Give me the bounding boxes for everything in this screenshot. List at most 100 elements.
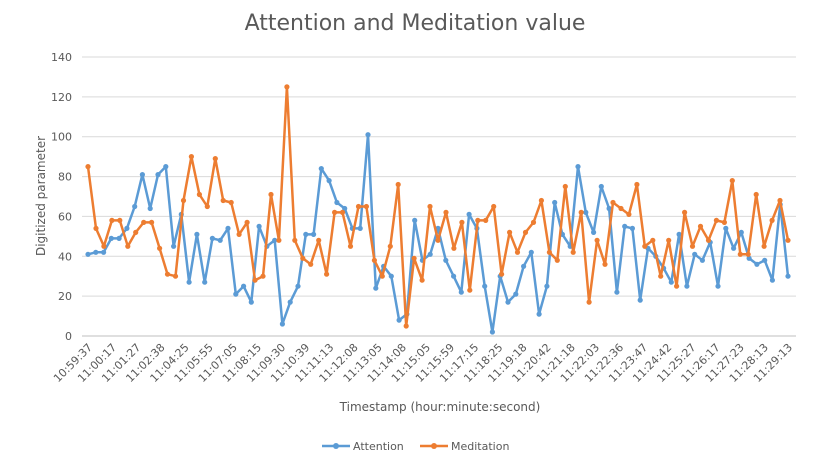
meditation-point	[435, 237, 441, 243]
meditation-point	[674, 283, 680, 289]
meditation-point	[514, 249, 521, 255]
meditation-point	[491, 203, 497, 210]
attention-point	[629, 225, 636, 231]
meditation-point	[459, 219, 465, 225]
attention-point	[552, 199, 558, 206]
attention-point	[606, 205, 612, 212]
y-axis-title: Digitized parameter	[34, 136, 48, 256]
meditation-point	[721, 219, 728, 225]
meditation-point	[347, 243, 354, 249]
meditation-point	[395, 181, 401, 188]
attention-point	[575, 164, 581, 170]
legend-marker	[333, 443, 339, 449]
meditation-point	[363, 203, 369, 210]
meditation-point	[745, 251, 751, 257]
meditation-point	[777, 197, 783, 204]
meditation-point	[332, 209, 338, 215]
legend: Attention Meditation	[322, 440, 509, 453]
meditation-point	[212, 156, 218, 162]
attention-point	[303, 231, 309, 237]
meditation-point	[467, 287, 473, 293]
meditation-point	[324, 271, 330, 277]
attention-point	[93, 249, 99, 255]
attention-point	[388, 273, 394, 279]
legend-label: Meditation	[451, 440, 509, 453]
meditation-point	[244, 219, 250, 225]
attention-point	[521, 263, 527, 269]
attention-point	[194, 231, 200, 237]
meditation-point	[419, 277, 425, 283]
meditation-point	[149, 219, 155, 225]
attention-point	[536, 311, 542, 317]
attention-point	[334, 199, 340, 206]
attention-point	[443, 257, 449, 263]
attention-point	[528, 249, 534, 255]
attention-point	[676, 231, 682, 237]
meditation-point	[371, 257, 377, 263]
meditation-point	[308, 261, 314, 267]
meditation-point	[157, 245, 163, 251]
attention-point	[295, 283, 301, 289]
meditation-point	[538, 197, 545, 204]
x-axis-ticks: 10:59:3711:00:1711:01:2711:02:3811:04:25…	[51, 341, 795, 385]
attention-point	[365, 132, 371, 138]
attention-point	[489, 329, 495, 335]
attention-point	[785, 273, 791, 279]
meditation-point	[188, 154, 194, 160]
meditation-point	[164, 271, 171, 277]
attention-point	[209, 235, 215, 241]
meditation-point	[626, 211, 632, 217]
meditation-point	[586, 299, 592, 305]
meditation-point	[530, 219, 537, 225]
attention-point	[217, 237, 223, 243]
attention-point	[715, 283, 721, 289]
meditation-point	[204, 203, 210, 210]
series-layer	[85, 84, 791, 335]
attention-point	[668, 279, 674, 285]
meditation-point	[554, 257, 560, 263]
meditation-point	[276, 237, 282, 243]
attention-point	[311, 231, 317, 237]
y-tick-label: 0	[65, 330, 72, 343]
y-axis-ticks: 0 20 40 60 80 100 120 140	[51, 51, 72, 343]
attention-point	[738, 229, 744, 235]
attention-point	[482, 283, 488, 289]
attention-point	[723, 225, 729, 231]
attention-point	[272, 237, 278, 243]
meditation-series	[85, 84, 791, 329]
attention-point	[116, 235, 122, 241]
meditation-point	[769, 217, 775, 223]
meditation-point	[705, 237, 712, 243]
attention-point	[692, 251, 698, 257]
meditation-point	[125, 243, 131, 249]
attention-point	[139, 172, 145, 178]
attention-point	[762, 257, 768, 263]
attention-point	[202, 279, 208, 285]
meditation-point	[172, 273, 179, 279]
meditation-point	[475, 217, 481, 223]
meditation-point	[316, 237, 322, 243]
legend-item-meditation: Meditation	[420, 440, 509, 453]
attention-point	[458, 289, 464, 295]
attention-point	[171, 243, 177, 249]
meditation-point	[180, 197, 187, 204]
y-tick-label: 140	[51, 51, 72, 64]
attention-point	[318, 166, 324, 172]
meditation-point	[594, 237, 600, 243]
attention-point	[279, 321, 285, 327]
y-tick-label: 80	[58, 171, 72, 184]
meditation-point	[101, 243, 107, 249]
attention-point	[614, 289, 620, 295]
x-axis-title: Timestamp (hour:minute:second)	[339, 400, 541, 414]
meditation-point	[634, 181, 640, 188]
attention-point	[256, 223, 262, 229]
chart-title: Attention and Meditation value	[245, 11, 586, 36]
meditation-point	[546, 249, 553, 255]
attention-point	[85, 251, 91, 257]
y-tick-label: 60	[58, 210, 72, 223]
attention-point	[108, 235, 114, 241]
legend-marker	[431, 443, 437, 449]
meditation-point	[507, 229, 513, 235]
attention-point	[583, 209, 589, 215]
meditation-point	[355, 203, 362, 210]
